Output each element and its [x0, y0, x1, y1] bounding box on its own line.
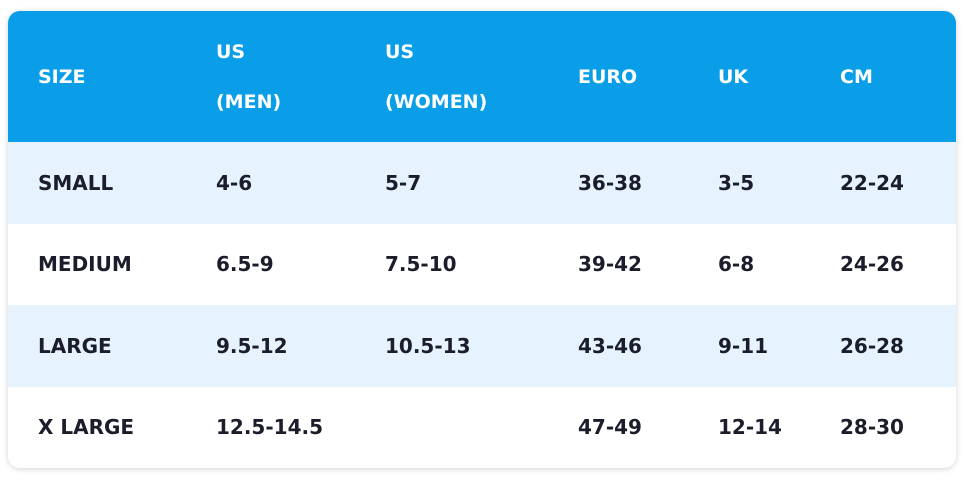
table-cell: SMALL [38, 171, 114, 195]
table-row: X LARGE 12.5-14.5 47-49 12-14 28-30 [8, 387, 956, 468]
table-cell: 43-46 [578, 334, 642, 358]
header-cell: (WOMEN) [385, 90, 488, 113]
table-row: LARGE 9.5-12 10.5-13 43-46 9-11 26-28 [8, 305, 956, 387]
table-cell: 47-49 [578, 415, 642, 439]
table-cell: 12.5-14.5 [216, 415, 323, 439]
table-cell: 5-7 [385, 171, 422, 195]
header-cell: SIZE [38, 65, 86, 88]
header-cell: UK [718, 65, 749, 88]
table-cell: 39-42 [578, 252, 642, 276]
table-cell: 28-30 [840, 415, 904, 439]
header-cell: US [385, 40, 415, 63]
table-cell: 6.5-9 [216, 252, 274, 276]
header-cell: US [216, 40, 246, 63]
table-cell: 9.5-12 [216, 334, 288, 358]
header-cell: CM [840, 65, 873, 88]
table-cell: MEDIUM [38, 252, 132, 276]
table-cell: 7.5-10 [385, 252, 457, 276]
table-cell: X LARGE [38, 415, 135, 439]
table-cell: 4-6 [216, 171, 253, 195]
table-cell: 26-28 [840, 334, 904, 358]
table-cell: 6-8 [718, 252, 755, 276]
header-cell: (MEN) [216, 90, 282, 113]
table-cell: 10.5-13 [385, 334, 471, 358]
table-cell: LARGE [38, 334, 112, 358]
table-row: MEDIUM 6.5-9 7.5-10 39-42 6-8 24-26 [8, 224, 956, 305]
header-row: SIZE US (MEN) US (WOMEN) EURO UK CM [8, 11, 956, 142]
size-table: SIZE US (MEN) US (WOMEN) EURO UK CM SMALL 4-6 5-7… [8, 11, 956, 468]
header-cell: EURO [578, 65, 638, 88]
table-cell: 36-38 [578, 171, 642, 195]
table-cell: 3-5 [718, 171, 755, 195]
table-cell: 24-26 [840, 252, 904, 276]
table-row: SMALL 4-6 5-7 36-38 3-5 22-24 [8, 142, 956, 224]
table-cell: 12-14 [718, 415, 782, 439]
table-cell: 22-24 [840, 171, 904, 195]
table-cell: 9-11 [718, 334, 769, 358]
